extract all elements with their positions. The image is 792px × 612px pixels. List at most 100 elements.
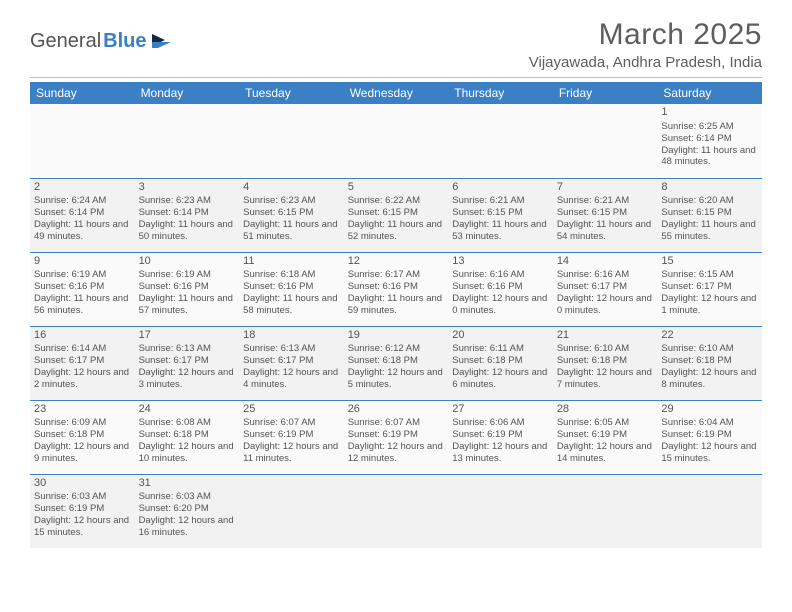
calendar-row: 9Sunrise: 6:19 AMSunset: 6:16 PMDaylight… [30, 252, 762, 326]
day-number: 21 [557, 329, 654, 343]
day-number: 28 [557, 403, 654, 417]
day-cell: 9Sunrise: 6:19 AMSunset: 6:16 PMDaylight… [30, 252, 135, 326]
day-info: Sunrise: 6:23 AMSunset: 6:15 PMDaylight:… [243, 195, 340, 243]
title-block: March 2025 Vijayawada, Andhra Pradesh, I… [529, 18, 762, 71]
day-number: 3 [139, 181, 236, 195]
day-info: Sunrise: 6:23 AMSunset: 6:14 PMDaylight:… [139, 195, 236, 243]
day-cell: 24Sunrise: 6:08 AMSunset: 6:18 PMDayligh… [135, 400, 240, 474]
day-cell: 10Sunrise: 6:19 AMSunset: 6:16 PMDayligh… [135, 252, 240, 326]
day-number: 10 [139, 255, 236, 269]
day-info: Sunrise: 6:13 AMSunset: 6:17 PMDaylight:… [139, 343, 236, 391]
empty-cell [135, 104, 240, 178]
empty-cell [30, 104, 135, 178]
calendar-table: Sunday Monday Tuesday Wednesday Thursday… [30, 82, 762, 548]
day-cell: 20Sunrise: 6:11 AMSunset: 6:18 PMDayligh… [448, 326, 553, 400]
day-cell: 25Sunrise: 6:07 AMSunset: 6:19 PMDayligh… [239, 400, 344, 474]
empty-cell [239, 104, 344, 178]
header-divider [30, 77, 762, 78]
day-info: Sunrise: 6:16 AMSunset: 6:16 PMDaylight:… [452, 269, 549, 317]
day-number: 29 [661, 403, 758, 417]
day-number: 15 [661, 255, 758, 269]
day-info: Sunrise: 6:08 AMSunset: 6:18 PMDaylight:… [139, 417, 236, 465]
weekday-header-row: Sunday Monday Tuesday Wednesday Thursday… [30, 82, 762, 104]
day-info: Sunrise: 6:14 AMSunset: 6:17 PMDaylight:… [34, 343, 131, 391]
day-cell: 23Sunrise: 6:09 AMSunset: 6:18 PMDayligh… [30, 400, 135, 474]
logo: GeneralBlue [30, 30, 173, 53]
day-cell: 11Sunrise: 6:18 AMSunset: 6:16 PMDayligh… [239, 252, 344, 326]
calendar-row: 1Sunrise: 6:25 AMSunset: 6:14 PMDaylight… [30, 104, 762, 178]
day-number: 6 [452, 181, 549, 195]
day-cell: 8Sunrise: 6:20 AMSunset: 6:15 PMDaylight… [657, 178, 762, 252]
empty-cell [553, 104, 658, 178]
day-number: 20 [452, 329, 549, 343]
day-cell: 1Sunrise: 6:25 AMSunset: 6:14 PMDaylight… [657, 104, 762, 178]
day-cell: 29Sunrise: 6:04 AMSunset: 6:19 PMDayligh… [657, 400, 762, 474]
day-cell: 3Sunrise: 6:23 AMSunset: 6:14 PMDaylight… [135, 178, 240, 252]
day-number: 14 [557, 255, 654, 269]
day-info: Sunrise: 6:18 AMSunset: 6:16 PMDaylight:… [243, 269, 340, 317]
day-info: Sunrise: 6:07 AMSunset: 6:19 PMDaylight:… [348, 417, 445, 465]
day-number: 4 [243, 181, 340, 195]
weekday-header: Monday [135, 82, 240, 104]
day-info: Sunrise: 6:19 AMSunset: 6:16 PMDaylight:… [139, 269, 236, 317]
month-title: March 2025 [529, 18, 762, 52]
empty-cell [448, 474, 553, 548]
day-cell: 26Sunrise: 6:07 AMSunset: 6:19 PMDayligh… [344, 400, 449, 474]
day-info: Sunrise: 6:15 AMSunset: 6:17 PMDaylight:… [661, 269, 758, 317]
day-number: 26 [348, 403, 445, 417]
day-info: Sunrise: 6:13 AMSunset: 6:17 PMDaylight:… [243, 343, 340, 391]
day-number: 22 [661, 329, 758, 343]
day-number: 23 [34, 403, 131, 417]
empty-cell [239, 474, 344, 548]
day-cell: 13Sunrise: 6:16 AMSunset: 6:16 PMDayligh… [448, 252, 553, 326]
day-info: Sunrise: 6:21 AMSunset: 6:15 PMDaylight:… [452, 195, 549, 243]
day-number: 7 [557, 181, 654, 195]
day-cell: 12Sunrise: 6:17 AMSunset: 6:16 PMDayligh… [344, 252, 449, 326]
day-cell: 22Sunrise: 6:10 AMSunset: 6:18 PMDayligh… [657, 326, 762, 400]
header: GeneralBlue March 2025 Vijayawada, Andhr… [30, 18, 762, 71]
empty-cell [657, 474, 762, 548]
calendar-row: 2Sunrise: 6:24 AMSunset: 6:14 PMDaylight… [30, 178, 762, 252]
day-info: Sunrise: 6:03 AMSunset: 6:19 PMDaylight:… [34, 491, 131, 539]
weekday-header: Sunday [30, 82, 135, 104]
day-cell: 30Sunrise: 6:03 AMSunset: 6:19 PMDayligh… [30, 474, 135, 548]
weekday-header: Saturday [657, 82, 762, 104]
day-info: Sunrise: 6:21 AMSunset: 6:15 PMDaylight:… [557, 195, 654, 243]
day-number: 13 [452, 255, 549, 269]
day-cell: 7Sunrise: 6:21 AMSunset: 6:15 PMDaylight… [553, 178, 658, 252]
day-cell: 15Sunrise: 6:15 AMSunset: 6:17 PMDayligh… [657, 252, 762, 326]
day-number: 17 [139, 329, 236, 343]
calendar-row: 23Sunrise: 6:09 AMSunset: 6:18 PMDayligh… [30, 400, 762, 474]
weekday-header: Tuesday [239, 82, 344, 104]
day-number: 31 [139, 477, 236, 491]
day-number: 16 [34, 329, 131, 343]
day-info: Sunrise: 6:16 AMSunset: 6:17 PMDaylight:… [557, 269, 654, 317]
day-cell: 6Sunrise: 6:21 AMSunset: 6:15 PMDaylight… [448, 178, 553, 252]
day-info: Sunrise: 6:10 AMSunset: 6:18 PMDaylight:… [661, 343, 758, 391]
day-number: 25 [243, 403, 340, 417]
day-number: 19 [348, 329, 445, 343]
weekday-header: Wednesday [344, 82, 449, 104]
empty-cell [553, 474, 658, 548]
calendar-body: 1Sunrise: 6:25 AMSunset: 6:14 PMDaylight… [30, 104, 762, 548]
day-number: 27 [452, 403, 549, 417]
day-cell: 2Sunrise: 6:24 AMSunset: 6:14 PMDaylight… [30, 178, 135, 252]
day-info: Sunrise: 6:19 AMSunset: 6:16 PMDaylight:… [34, 269, 131, 317]
day-cell: 5Sunrise: 6:22 AMSunset: 6:15 PMDaylight… [344, 178, 449, 252]
day-cell: 19Sunrise: 6:12 AMSunset: 6:18 PMDayligh… [344, 326, 449, 400]
day-cell: 16Sunrise: 6:14 AMSunset: 6:17 PMDayligh… [30, 326, 135, 400]
day-cell: 17Sunrise: 6:13 AMSunset: 6:17 PMDayligh… [135, 326, 240, 400]
day-info: Sunrise: 6:22 AMSunset: 6:15 PMDaylight:… [348, 195, 445, 243]
day-cell: 21Sunrise: 6:10 AMSunset: 6:18 PMDayligh… [553, 326, 658, 400]
day-info: Sunrise: 6:25 AMSunset: 6:14 PMDaylight:… [661, 121, 758, 169]
day-info: Sunrise: 6:09 AMSunset: 6:18 PMDaylight:… [34, 417, 131, 465]
day-number: 1 [661, 106, 758, 120]
day-number: 30 [34, 477, 131, 491]
day-number: 24 [139, 403, 236, 417]
day-cell: 27Sunrise: 6:06 AMSunset: 6:19 PMDayligh… [448, 400, 553, 474]
day-number: 5 [348, 181, 445, 195]
day-cell: 14Sunrise: 6:16 AMSunset: 6:17 PMDayligh… [553, 252, 658, 326]
day-number: 11 [243, 255, 340, 269]
brand-general: General [30, 30, 101, 53]
empty-cell [344, 474, 449, 548]
